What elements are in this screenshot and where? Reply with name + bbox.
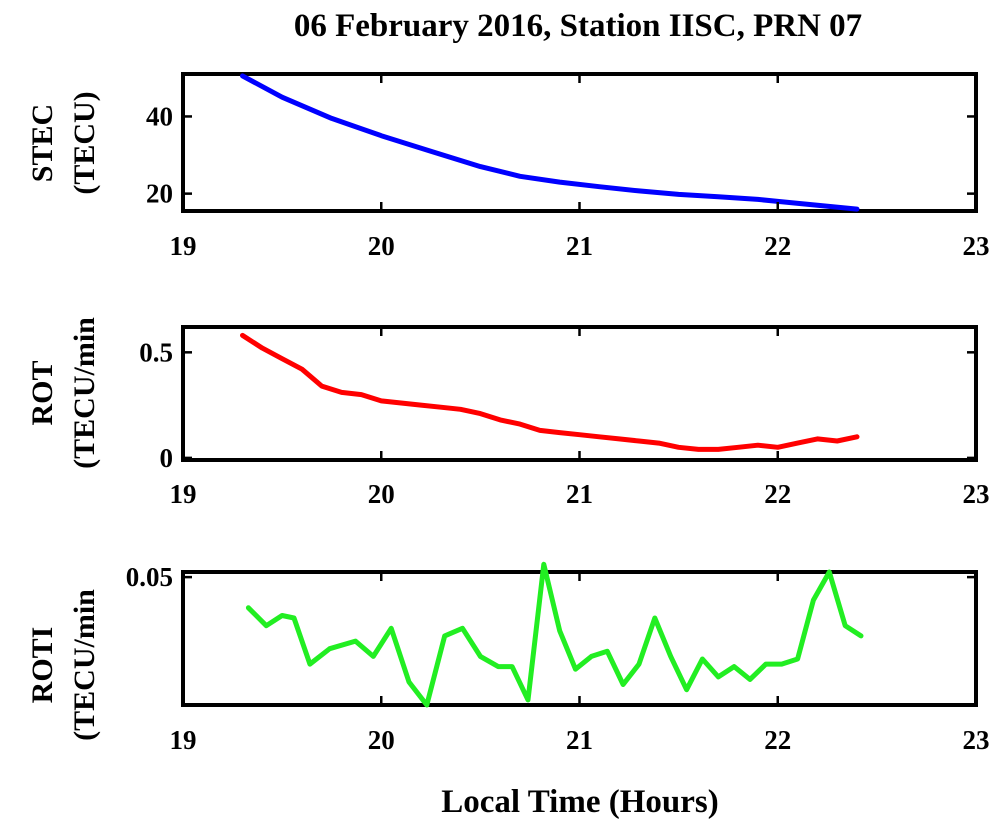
rot-ylabel-line2: (TECU/min [68, 317, 101, 469]
rot-xtick-label-0: 19 [170, 479, 197, 509]
stec-series-0-polyline [240, 73, 860, 212]
stec-plot-frame [181, 72, 978, 213]
figure-title: 06 February 2016, Station IISC, PRN 07 [294, 8, 862, 44]
roti-xtick-label-4: 23 [963, 725, 990, 755]
rot-ytick-label-0: 0 [160, 443, 174, 473]
stec-ytick-label-1: 40 [146, 101, 173, 131]
stec-series-line [240, 73, 860, 212]
rot-ytick-label-1: 0.5 [139, 337, 173, 367]
roti-xtick-label-2: 21 [566, 725, 593, 755]
roti-ticks: 19 20 21 22 23 0.05 [126, 562, 990, 755]
rot-panel: 19 20 21 22 23 0 0.5 ROT (TECU/min [26, 317, 990, 509]
stec-xtick-label-3: 22 [764, 231, 791, 261]
x-axis-label: Local Time (Hours) [441, 784, 718, 820]
stec-panel: 19 20 21 22 23 20 40 STEC (TECU) [26, 72, 990, 261]
roti-panel: 19 20 21 22 23 0.05 ROTI (TECU/min [26, 561, 990, 755]
stec-ytick-label-0: 20 [146, 179, 173, 209]
rot-series-0-polyline [240, 332, 860, 452]
roti-series-line [245, 561, 864, 708]
rot-xtick-label-1: 20 [368, 479, 395, 509]
roti-xtick-label-1: 20 [368, 725, 395, 755]
roti-xtick-label-3: 22 [764, 725, 791, 755]
rot-series-line [240, 332, 860, 452]
stec-ylabel-line1: STEC [26, 104, 59, 182]
roti-series-0-polyline [245, 561, 864, 708]
stec-xtick-label-4: 23 [963, 231, 990, 261]
rot-ticks: 19 20 21 22 23 0 0.5 [139, 327, 990, 509]
roti-ytick-label-0: 0.05 [126, 562, 173, 592]
stec-ylabel-line2: (TECU) [68, 91, 101, 194]
stec-xtick-label-2: 21 [566, 231, 593, 261]
rot-xtick-label-3: 22 [764, 479, 791, 509]
stec-xtick-label-0: 19 [170, 231, 197, 261]
rot-xtick-label-2: 21 [566, 479, 593, 509]
rot-plot-frame [181, 325, 978, 462]
rot-ylabel-line1: ROT [26, 360, 59, 425]
stec-ticks: 19 20 21 22 23 20 40 [146, 74, 990, 261]
stec-xtick-label-1: 20 [368, 231, 395, 261]
roti-xtick-label-0: 19 [170, 725, 197, 755]
roti-ylabel-line2: (TECU/min [68, 589, 101, 741]
roti-ylabel-line1: ROTI [26, 627, 59, 704]
rot-xtick-label-4: 23 [963, 479, 990, 509]
